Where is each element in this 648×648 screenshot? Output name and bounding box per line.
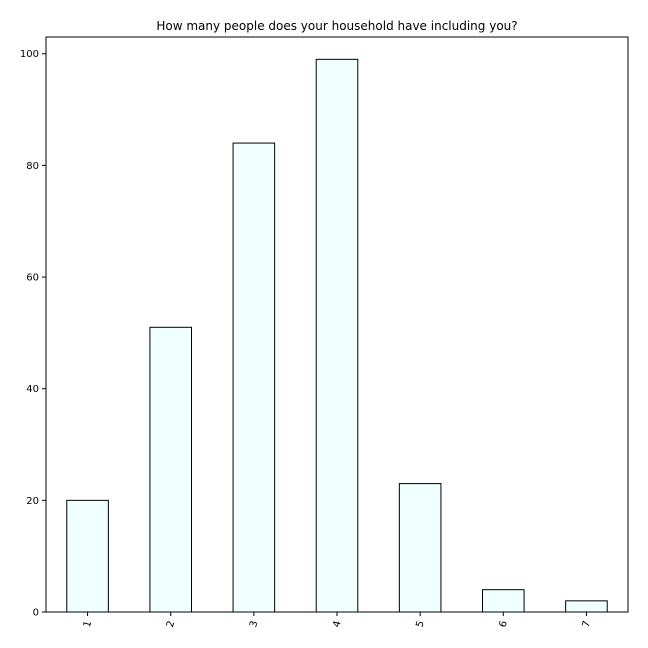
y-tick-label: 20 <box>26 496 39 507</box>
bar-4 <box>315 58 359 613</box>
bar-5 <box>398 483 442 613</box>
chart-title: How many people does your household have… <box>156 19 517 33</box>
y-tick-label: 0 <box>33 608 39 619</box>
y-tick-label: 80 <box>26 161 39 172</box>
bar-3 <box>232 142 276 613</box>
x-tick-label: 5 <box>414 620 426 629</box>
bar-1 <box>66 499 109 613</box>
x-tick-label: 6 <box>498 620 510 629</box>
bars-group <box>66 58 608 613</box>
y-tick-label: 60 <box>26 273 39 284</box>
bar-6 <box>482 589 525 613</box>
x-tick-label: 7 <box>581 620 593 629</box>
plot-frame <box>45 36 629 613</box>
bar-2 <box>149 326 193 613</box>
x-tick-label: 4 <box>331 620 343 629</box>
y-tick-label: 100 <box>20 49 39 60</box>
x-tick-label: 2 <box>165 620 177 629</box>
x-tick-label: 1 <box>82 620 94 629</box>
bar-7 <box>565 600 608 613</box>
y-tick-label: 40 <box>26 384 39 395</box>
x-axis: 1 2 3 4 5 6 7 <box>82 612 593 629</box>
y-axis: 0 20 40 60 80 100 <box>20 49 46 619</box>
x-tick-label: 3 <box>248 620 260 629</box>
